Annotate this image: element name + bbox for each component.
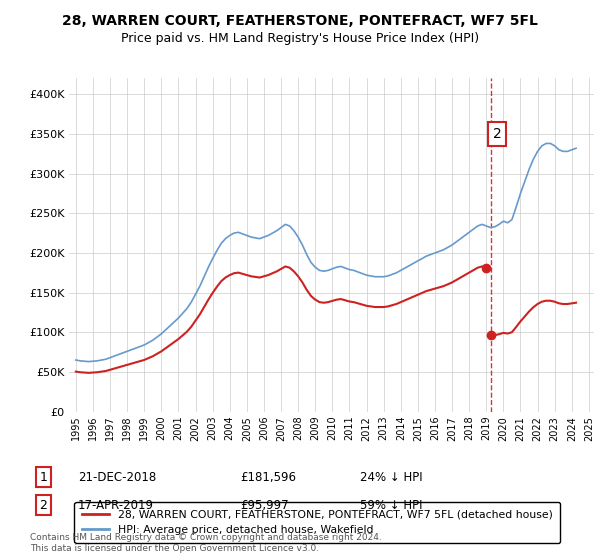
Text: £181,596: £181,596 (240, 470, 296, 484)
Text: 2: 2 (493, 127, 502, 141)
Text: 59% ↓ HPI: 59% ↓ HPI (360, 498, 422, 512)
Text: 17-APR-2019: 17-APR-2019 (78, 498, 154, 512)
Text: £95,997: £95,997 (240, 498, 289, 512)
Text: 2: 2 (39, 498, 47, 512)
Text: 1: 1 (39, 470, 47, 484)
Text: Price paid vs. HM Land Registry's House Price Index (HPI): Price paid vs. HM Land Registry's House … (121, 32, 479, 45)
Text: Contains HM Land Registry data © Crown copyright and database right 2024.
This d: Contains HM Land Registry data © Crown c… (30, 533, 382, 553)
Text: 28, WARREN COURT, FEATHERSTONE, PONTEFRACT, WF7 5FL: 28, WARREN COURT, FEATHERSTONE, PONTEFRA… (62, 14, 538, 28)
Text: 24% ↓ HPI: 24% ↓ HPI (360, 470, 422, 484)
Legend: 28, WARREN COURT, FEATHERSTONE, PONTEFRACT, WF7 5FL (detached house), HPI: Avera: 28, WARREN COURT, FEATHERSTONE, PONTEFRA… (74, 502, 560, 543)
Text: 21-DEC-2018: 21-DEC-2018 (78, 470, 156, 484)
